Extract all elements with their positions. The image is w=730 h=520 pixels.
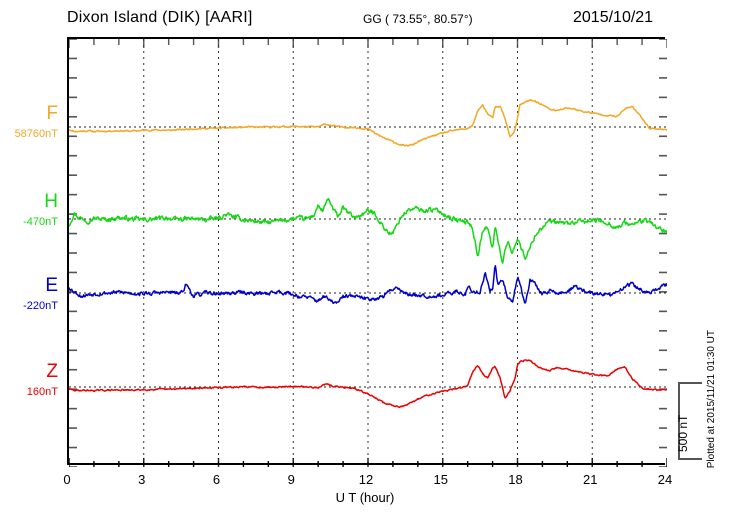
magnetogram-plot-area [67,37,667,467]
component-letter-z: Z [46,361,58,382]
component-letter-f: F [46,103,58,124]
plotted-timestamp: Plotted at 2015/11/21 01:30 UT [706,330,717,469]
component-label-e: E -220nT [23,276,58,312]
component-baseline-z: 160nT [26,386,58,398]
page-title: Dixon Island (DIK) [AARI] [67,9,253,26]
x-tick-label: 9 [287,472,295,487]
geographic-coordinates: GG ( 73.55°, 80.57°) [363,12,473,26]
x-tick-label: 0 [63,472,71,487]
magnetogram-traces [69,39,667,467]
component-baseline-h: -470nT [23,216,58,228]
component-label-h: H -470nT [23,192,58,228]
x-axis-title: U T (hour) [335,490,395,505]
component-letter-e: E [45,275,58,296]
scale-bar [678,382,702,460]
x-tick-label: 21 [583,472,598,487]
x-tick-label: 12 [358,472,374,487]
component-label-f: F 58760nT [15,104,58,140]
component-label-z: Z 160nT [27,362,58,398]
x-tick-label: 3 [138,472,146,487]
scale-bar-label: 500 nT [676,414,690,452]
x-tick-label: 15 [433,472,448,487]
x-tick-label: 18 [508,472,523,487]
component-letter-h: H [44,191,58,212]
component-baseline-f: 58760nT [14,128,58,140]
x-tick-label: 6 [212,472,221,487]
component-baseline-e: -220nT [23,300,58,312]
observation-date: 2015/10/21 [573,9,654,26]
x-tick-label: 24 [657,472,673,487]
